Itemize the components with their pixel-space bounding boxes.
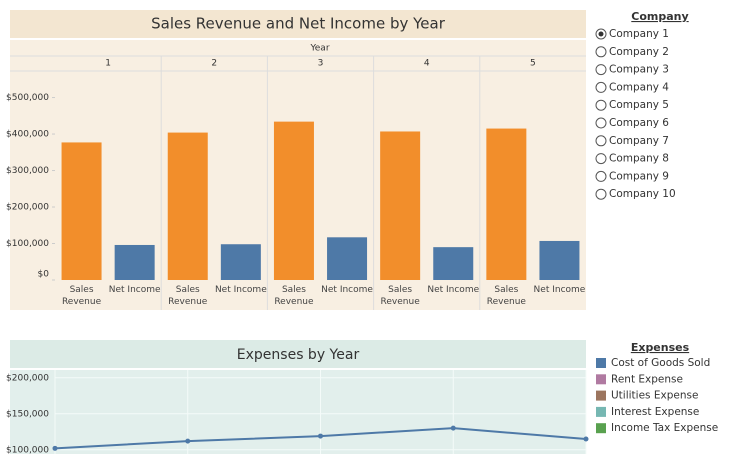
legend-swatch [596,374,606,385]
y-tick-label: $300,000 [6,166,49,176]
radio-button[interactable] [595,153,607,165]
x-tick-label: Net Income [533,285,586,295]
radio-dot [598,31,604,37]
x-tick-label: Net Income [108,285,161,295]
radio-button[interactable] [595,64,607,76]
y-tick-label: $500,000 [6,93,49,103]
y-tick-label: $400,000 [6,130,49,140]
legend-title: Expenses [631,341,690,354]
y-tick-label: $150,000 [6,409,49,419]
radio-button[interactable] [595,99,607,111]
y-tick-label: $0 [38,270,50,280]
radio-label[interactable]: Company 9 [609,170,669,182]
legend-label: Cost of Goods Sold [611,357,710,369]
title-band [10,10,586,38]
legend-label: Rent Expense [611,373,683,385]
bar [61,142,102,280]
bar [327,237,368,280]
y-tick-label: $100,000 [6,239,49,249]
panel-label: 2 [211,59,217,69]
y-tick-label: $100,000 [6,445,49,454]
title-band [10,340,586,368]
x-tick-label: Sales Revenue [380,285,420,307]
y-tick-label: $200,000 [6,203,49,213]
radio-button[interactable] [595,170,607,182]
radio-label[interactable]: Company 8 [609,153,669,165]
filter-title: Company [631,10,688,23]
radio-label[interactable]: Company 1 [609,28,669,40]
bar [539,240,580,280]
chart-title: Sales Revenue and Net Income by Year [151,15,446,33]
bar [167,132,208,280]
chart-title: Expenses by Year [237,347,360,363]
x-tick-label: Sales Revenue [168,285,208,307]
x-tick-label: Sales Revenue [61,285,102,307]
legend-swatch [596,390,606,401]
legend-label: Interest Expense [611,406,699,418]
panel-label: 3 [318,59,324,69]
x-tick-label: Sales Revenue [274,285,314,307]
x-tick-label: Net Income [108,285,161,295]
radio-label[interactable]: Company 3 [609,64,669,76]
panel-label: 4 [424,59,430,69]
radio-button[interactable] [595,188,607,200]
x-tick-label: Sales Revenue [380,285,420,307]
x-tick-label: Net Income [214,285,267,295]
legend-label: Income Tax Expense [611,422,718,434]
legend-swatch [596,358,606,368]
legend-swatch [596,406,606,417]
x-tick-label: Net Income [321,285,373,295]
radio-button[interactable] [595,117,607,129]
radio-label[interactable]: Company 4 [609,81,669,93]
point [450,425,456,431]
panel-label: 5 [530,59,536,69]
bar [114,244,155,280]
x-tick-label: Net Income [321,285,373,295]
point [583,436,589,442]
radio-button[interactable] [595,46,607,58]
x-tick-label: Sales Revenue [274,285,314,307]
y-tick-label: $200,000 [6,373,49,383]
bar [486,128,527,280]
radio-label[interactable]: Company 10 [609,188,676,200]
plot-background [10,370,586,454]
x-tick-label: Sales Revenue [486,285,526,307]
x-tick-label: Sales Revenue [486,285,526,307]
bar [220,244,261,280]
radio-label[interactable]: Company 2 [609,46,669,58]
radio-button[interactable] [595,81,607,93]
bar [273,121,314,280]
x-tick-label: Net Income [427,285,480,295]
point [52,445,58,451]
legend-swatch [596,423,606,434]
x-title: Year [309,44,329,54]
point [185,438,191,444]
x-tick-label: Sales Revenue [168,285,208,307]
bar [380,131,421,280]
panel-label: 1 [105,59,111,69]
radio-label[interactable]: Company 7 [609,135,669,147]
x-tick-label: Sales Revenue [61,285,102,307]
legend-label: Utilities Expense [611,390,698,402]
radio-label[interactable]: Company 5 [609,99,669,111]
x-tick-label: Net Income [533,285,586,295]
radio-label[interactable]: Company 6 [609,117,669,129]
bar [433,247,474,280]
x-tick-label: Net Income [214,285,267,295]
point [318,433,323,439]
x-tick-label: Net Income [427,285,480,295]
radio-button[interactable] [595,135,607,147]
